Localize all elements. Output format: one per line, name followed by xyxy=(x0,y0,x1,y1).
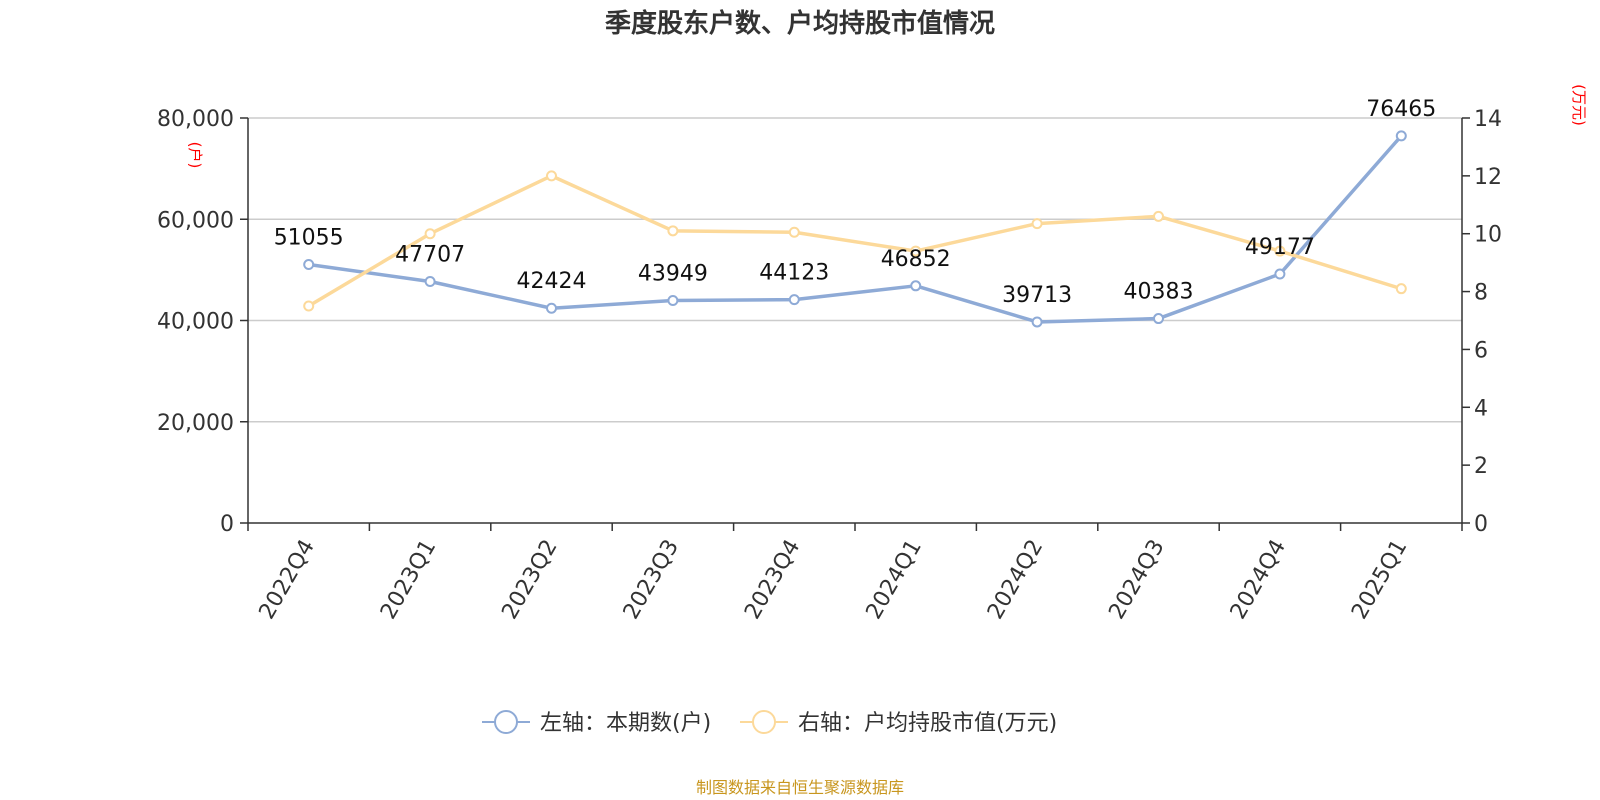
series-line-0 xyxy=(308,134,1403,324)
data-label: 40383 xyxy=(1124,280,1194,305)
data-label: 47707 xyxy=(395,242,465,267)
legend-label: 左轴：本期数(户) xyxy=(540,711,711,736)
x-tick-label: 2025Q1 xyxy=(1347,536,1412,624)
right-tick-label: 2 xyxy=(1474,454,1488,479)
x-tick-label: 2024Q3 xyxy=(1104,536,1169,624)
data-label: 39713 xyxy=(1002,283,1072,308)
data-label: 43949 xyxy=(638,262,708,287)
x-tick-label: 2023Q3 xyxy=(619,536,684,624)
series-point-1 xyxy=(1274,245,1286,257)
x-tick-label: 2024Q4 xyxy=(1226,536,1291,624)
series-point-1 xyxy=(1031,218,1043,230)
right-tick-label: 8 xyxy=(1474,281,1488,306)
series-point-1 xyxy=(788,226,800,238)
data-labels: 51055 47707 42424 43949 44123 46852 39713 40383… xyxy=(274,97,1437,308)
legend[interactable]: 左轴：本期数(户) 右轴：户均持股市值(万元) xyxy=(482,710,1057,736)
series-point-0 xyxy=(1395,130,1407,142)
x-tick-label: 2024Q1 xyxy=(862,536,927,624)
left-tick-label: 80,000 xyxy=(157,107,234,132)
left-tick-label: 20,000 xyxy=(157,411,234,436)
legend-label: 右轴：户均持股市值(万元) xyxy=(798,711,1057,736)
right-tick-label: 12 xyxy=(1474,165,1502,190)
source-note: 制图数据来自恒生聚源数据库 xyxy=(696,778,904,797)
right-axis-unit: (万元) xyxy=(1570,84,1588,126)
x-tick-label: 2023Q2 xyxy=(497,536,562,624)
data-label: 46852 xyxy=(881,247,951,272)
series-point-0 xyxy=(910,280,922,292)
series-point-0 xyxy=(1031,316,1043,328)
series-point-0 xyxy=(546,302,557,314)
grid-lines xyxy=(248,117,1462,423)
series-point-1 xyxy=(303,300,315,312)
data-label: 51055 xyxy=(274,226,344,251)
series-point-1 xyxy=(424,228,436,240)
series-point-0 xyxy=(788,294,800,306)
series-point-0 xyxy=(1274,268,1286,280)
legend-marker xyxy=(752,710,776,734)
series-point-1 xyxy=(1395,283,1407,295)
series-point-1 xyxy=(667,225,679,237)
data-label: 42424 xyxy=(517,269,587,294)
left-axis-unit: (户) xyxy=(186,142,204,169)
series-point-1 xyxy=(1153,210,1164,222)
right-tick-label: 4 xyxy=(1474,396,1488,421)
series-point-0 xyxy=(424,275,436,287)
series-line-1 xyxy=(307,174,1402,308)
left-tick-label: 0 xyxy=(220,512,234,537)
series-point-1 xyxy=(910,245,922,257)
series-point-0 xyxy=(667,295,679,307)
series-layer xyxy=(303,130,1407,328)
data-label: 76465 xyxy=(1366,97,1436,122)
chart-title: 季度股东户数、户均持股市值情况 xyxy=(605,8,995,39)
right-tick-label: 14 xyxy=(1474,107,1502,132)
x-tick-label: 2023Q1 xyxy=(376,536,441,624)
right-tick-label: 0 xyxy=(1474,512,1488,537)
left-tick-label: 40,000 xyxy=(157,310,234,335)
data-label: 49177 xyxy=(1245,235,1315,260)
left-tick-label: 60,000 xyxy=(157,208,234,233)
x-tick-label: 2023Q4 xyxy=(740,536,805,624)
x-tick-label: 2022Q4 xyxy=(255,536,320,624)
data-label: 44123 xyxy=(759,261,829,286)
series-point-0 xyxy=(303,259,315,271)
series-point-0 xyxy=(1153,313,1164,325)
series-point-1 xyxy=(546,170,557,182)
right-tick-label: 6 xyxy=(1474,338,1488,363)
legend-marker xyxy=(494,710,518,734)
right-tick-label: 10 xyxy=(1474,223,1502,248)
axes: 0 20,000 40,000 60,000 80,000 0 2 4 6 8 10 12 14 2022… xyxy=(157,107,1502,624)
x-tick-label: 2024Q2 xyxy=(983,536,1048,624)
